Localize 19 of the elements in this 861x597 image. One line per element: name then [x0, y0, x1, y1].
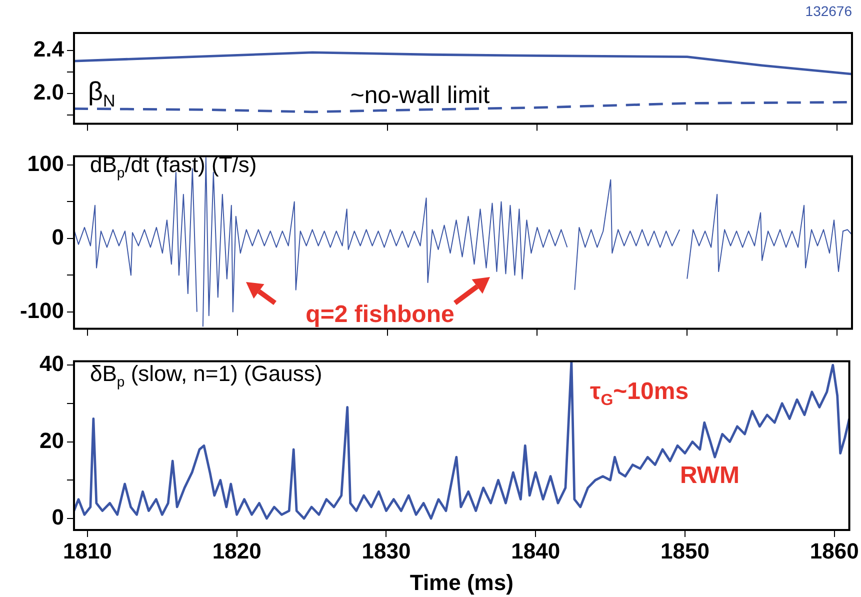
y-tick-label: -100	[20, 298, 64, 323]
x-tick-label: 1860	[810, 538, 859, 564]
y-tick-label: 2.0	[33, 80, 64, 105]
x-tick-label: 1840	[511, 538, 560, 564]
y-tick-label: 40	[40, 351, 64, 376]
x-tick-label: 1810	[62, 538, 112, 564]
y-tick-label: 0	[52, 504, 64, 530]
text: 132676	[805, 3, 852, 19]
series-label: ~no-wall limit	[350, 82, 490, 109]
y-tick-label: 0	[52, 224, 64, 250]
y-tick-label: 20	[40, 428, 64, 453]
annotation: q=2 fishbone	[306, 301, 454, 328]
x-axis-title: Time (ms)	[410, 570, 514, 595]
x-tick-label: 1830	[362, 538, 411, 564]
y-tick-label: 2.4	[33, 36, 65, 62]
x-tick-label: 1850	[660, 538, 710, 564]
annotation: RWM	[680, 462, 740, 489]
x-tick-label: 1820	[212, 538, 262, 564]
y-tick-label: 100	[27, 151, 64, 176]
